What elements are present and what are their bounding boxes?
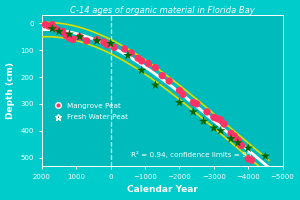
Point xyxy=(167,79,172,83)
Point xyxy=(201,120,206,123)
Y-axis label: Depth (cm): Depth (cm) xyxy=(6,62,15,119)
Point xyxy=(50,27,55,30)
Point xyxy=(60,30,65,33)
Point xyxy=(70,38,75,41)
Point xyxy=(125,54,130,57)
Point xyxy=(136,57,141,60)
Point xyxy=(191,101,196,104)
Point xyxy=(263,155,268,158)
Point xyxy=(146,62,151,65)
Point xyxy=(122,47,127,50)
Point xyxy=(77,35,82,38)
Point xyxy=(101,41,106,44)
X-axis label: Calendar Year: Calendar Year xyxy=(127,185,198,194)
Title: C-14 ages of organic material in Florida Bay: C-14 ages of organic material in Florida… xyxy=(70,6,255,15)
Point xyxy=(108,42,113,45)
Point xyxy=(77,35,82,38)
Point xyxy=(205,110,209,114)
Point xyxy=(222,122,226,126)
Point xyxy=(43,23,48,26)
Point xyxy=(218,118,223,122)
Point xyxy=(212,116,216,119)
Point xyxy=(218,129,223,132)
Point xyxy=(50,23,55,26)
Point xyxy=(153,66,158,69)
Point xyxy=(181,93,185,96)
Point xyxy=(94,39,99,42)
Point xyxy=(105,43,110,46)
Point xyxy=(239,144,244,147)
Text: R² = 0.94, confidence limits = 95: R² = 0.94, confidence limits = 95 xyxy=(131,151,251,158)
Point xyxy=(160,74,165,77)
Point xyxy=(53,27,58,30)
Point xyxy=(212,126,216,130)
Point xyxy=(191,110,196,114)
Point xyxy=(246,147,250,150)
Point xyxy=(67,37,72,40)
Point xyxy=(229,132,233,135)
Point xyxy=(129,51,134,54)
Point xyxy=(215,117,220,120)
Point xyxy=(249,159,254,162)
Point xyxy=(94,38,99,41)
Point xyxy=(46,24,51,28)
Point xyxy=(177,89,182,92)
Point xyxy=(67,33,72,36)
Point xyxy=(64,34,68,37)
Point xyxy=(236,141,240,144)
Point xyxy=(139,59,144,63)
Legend: Mangrove Peat, Fresh Water Peat: Mangrove Peat, Fresh Water Peat xyxy=(50,103,128,120)
Point xyxy=(246,157,250,160)
Point xyxy=(57,30,62,33)
Point xyxy=(194,102,199,105)
Point xyxy=(112,46,116,49)
Point xyxy=(229,137,233,140)
Point xyxy=(84,39,89,42)
Point xyxy=(139,69,144,72)
Point xyxy=(177,101,182,104)
Point xyxy=(232,134,237,138)
Point xyxy=(153,83,158,87)
Point xyxy=(236,138,240,142)
